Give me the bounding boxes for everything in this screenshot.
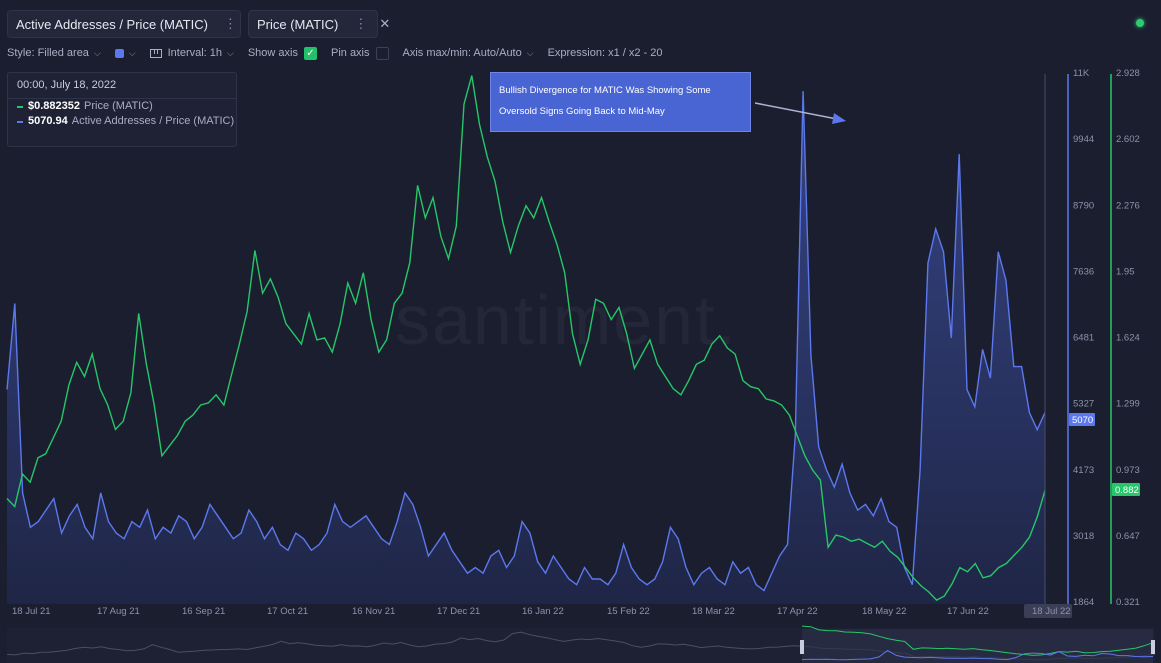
pin-axis-toggle[interactable]: Pin axis: [330, 46, 389, 60]
tooltip-row-addresses: 5070.94 Active Addresses / Price (MATIC): [8, 114, 236, 129]
right-axis-current-value: 0.882: [1115, 485, 1139, 496]
left-axis-tick: 8790: [1073, 200, 1094, 211]
annotation-text-line: Oversold Signs Going Back to Mid-May: [499, 106, 665, 117]
annotation-arrow: [754, 102, 846, 124]
right-axis-tick: 1.624: [1116, 333, 1140, 344]
checkbox-empty-icon[interactable]: [375, 46, 389, 60]
tab-label: Price (MATIC): [257, 16, 339, 32]
x-tick-label: 18 May 22: [862, 606, 906, 617]
right-axis-tick: 0.647: [1116, 531, 1140, 542]
tooltip-value: 5070.94: [28, 115, 68, 127]
x-tick-label: 16 Sep 21: [182, 606, 225, 617]
right-axis-tick: 2.276: [1116, 200, 1140, 211]
expression-label: Expression: x1 / x2 - 20: [547, 47, 663, 59]
axis-range-dropdown[interactable]: Axis max/min: Auto/Auto ⌵: [403, 47, 534, 59]
legend-marker: [17, 105, 23, 108]
axis-range-label: Axis max/min: Auto/Auto: [402, 47, 522, 59]
x-tick-label: 17 Dec 21: [437, 606, 480, 617]
right-axis-tick: 0.973: [1116, 465, 1140, 476]
navigator-selection[interactable]: [802, 629, 1153, 663]
annotation-text-line: Bullish Divergence for MATIC Was Showing…: [499, 85, 711, 96]
x-tick-label: 17 Jun 22: [947, 606, 989, 617]
crosshair-tooltip: 00:00, July 18, 2022 $0.882352 Price (MA…: [7, 72, 237, 147]
pin-axis-label: Pin axis: [330, 47, 370, 59]
show-axis-toggle[interactable]: Show axis ✓: [247, 46, 317, 60]
x-tick-label: 17 Oct 21: [267, 606, 308, 617]
color-picker[interactable]: ⌵: [114, 47, 136, 59]
right-axis-tick: 0.321: [1116, 597, 1140, 608]
left-axis-tick: 7636: [1073, 266, 1094, 277]
x-tick-label: 18 Jul 22: [1032, 606, 1071, 617]
legend-marker: [17, 120, 23, 123]
color-swatch: [114, 48, 124, 58]
close-icon[interactable]: ✕: [379, 16, 391, 31]
x-tick-label: 17 Apr 22: [777, 606, 818, 617]
tab-active-addresses-price[interactable]: Active Addresses / Price (MATIC) ⋮ ✕: [7, 10, 260, 38]
navigator-handle-right[interactable]: [1151, 640, 1155, 654]
chevron-down-icon: ⌵: [526, 47, 534, 58]
navigator-price-line: [801, 625, 1154, 656]
left-axis-tick: 3018: [1073, 531, 1094, 542]
expression-field[interactable]: Expression: x1 / x2 - 20: [548, 47, 663, 59]
style-dropdown[interactable]: Style: Filled area ⌵: [7, 47, 101, 59]
active-addresses-area: [7, 91, 1045, 605]
tooltip-value: $0.882352: [28, 100, 80, 112]
left-axis-tick: 11K: [1073, 68, 1090, 79]
left-axis-current-badge: [1069, 412, 1095, 426]
price-line: [6, 75, 1046, 601]
live-status-indicator: [1136, 19, 1144, 27]
right-axis-current-badge: [1112, 482, 1140, 496]
left-axis-tick: 4173: [1073, 465, 1094, 476]
x-tick-label: 17 Aug 21: [97, 606, 140, 617]
left-axis-tick: 5327: [1073, 399, 1094, 410]
tooltip-series-name: Active Addresses / Price (MATIC): [71, 115, 235, 127]
style-label: Style: Filled area: [7, 47, 89, 59]
left-axis-tick: 6481: [1073, 333, 1094, 344]
show-axis-label: Show axis: [247, 47, 298, 59]
chevron-down-icon: ⌵: [227, 47, 234, 58]
interval-dropdown[interactable]: Interval: 1h ⌵: [149, 47, 234, 59]
tooltip-series-name: Price (MATIC): [84, 100, 153, 112]
x-tick-highlight: [1024, 604, 1072, 618]
santiment-watermark: santiment.: [395, 280, 738, 360]
more-options-icon[interactable]: ⋮: [354, 16, 368, 31]
x-tick-label: 18 Mar 22: [692, 606, 735, 617]
right-axis-tick: 2.928: [1116, 68, 1140, 79]
navigator-handle-left[interactable]: [800, 640, 804, 654]
annotation-box[interactable]: Bullish Divergence for MATIC Was Showing…: [490, 72, 751, 132]
left-axis-tick: 1864: [1073, 597, 1094, 608]
interval-label: Interval: 1h: [167, 47, 223, 59]
left-axis-current-value: 5070: [1072, 415, 1093, 426]
chevron-down-icon: ⌵: [93, 47, 101, 58]
navigator-addresses-line: [801, 649, 1154, 661]
chevron-down-icon: ⌵: [128, 47, 136, 58]
x-tick-label: 16 Nov 21: [352, 606, 395, 617]
right-axis-tick: 1.95: [1116, 266, 1135, 277]
right-axis-tick: 1.299: [1116, 399, 1140, 410]
right-axis-tick: 2.602: [1116, 134, 1140, 145]
tooltip-row-price: $0.882352 Price (MATIC): [8, 99, 236, 114]
left-axis-tick: 9944: [1073, 134, 1094, 145]
x-tick-label: 16 Jan 22: [522, 606, 564, 617]
more-options-icon[interactable]: ⋮: [223, 16, 237, 31]
tab-label: Active Addresses / Price (MATIC): [16, 16, 208, 32]
checkbox-checked-icon[interactable]: ✓: [303, 46, 317, 60]
x-tick-label: 18 Jul 21: [12, 606, 51, 617]
x-tick-label: 15 Feb 22: [607, 606, 650, 617]
chart-toolbar: Style: Filled area ⌵ ⌵ Interval: 1h ⌵ Show…: [7, 44, 677, 62]
active-addresses-line: [6, 91, 1046, 592]
tab-price-matic[interactable]: Price (MATIC) ⋮ ✕: [248, 10, 390, 38]
tooltip-date: 00:00, July 18, 2022: [8, 73, 236, 99]
ruler-icon: [149, 48, 162, 58]
